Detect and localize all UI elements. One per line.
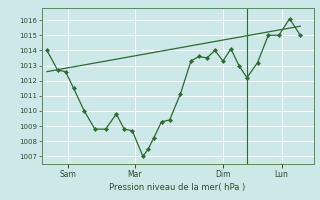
X-axis label: Pression niveau de la mer( hPa ): Pression niveau de la mer( hPa ) [109,183,246,192]
